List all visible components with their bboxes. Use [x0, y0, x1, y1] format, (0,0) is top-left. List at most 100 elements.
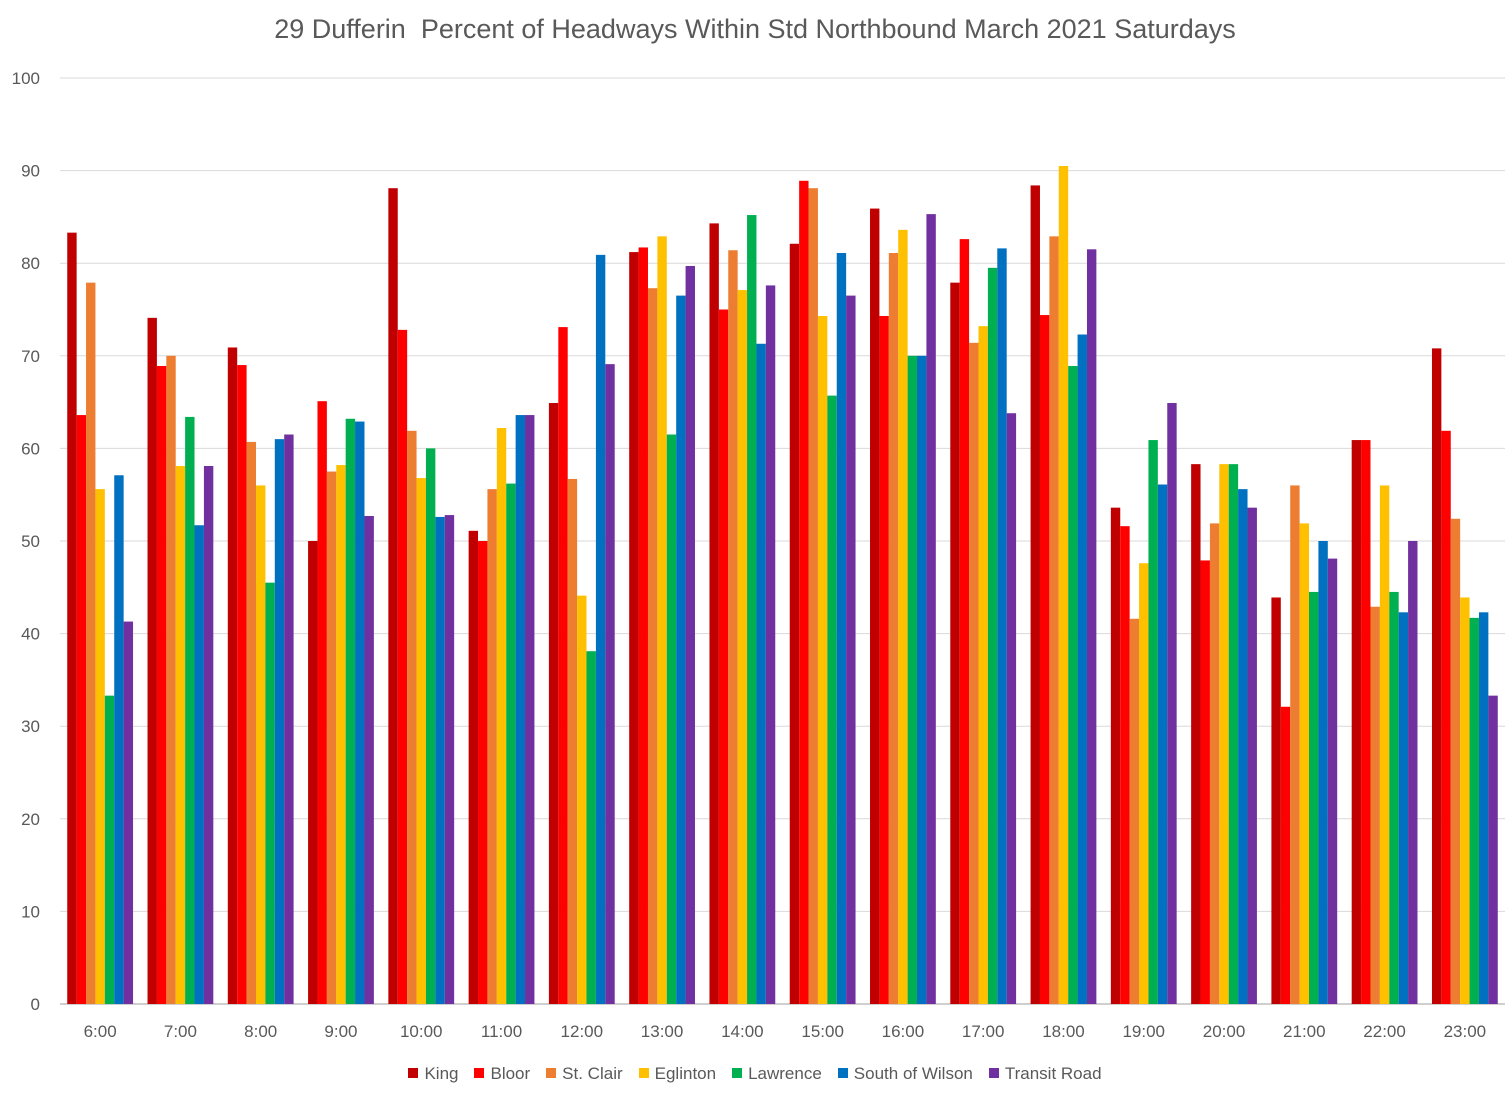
legend-item: South of Wilson — [837, 1064, 973, 1084]
bar-king-1100 — [468, 530, 479, 1004]
legend-swatch — [408, 1068, 419, 1078]
x-tick-label: 15:00 — [801, 1022, 844, 1041]
bar-eglinton-900 — [336, 465, 346, 1004]
x-tick-label: 22:00 — [1363, 1022, 1406, 1041]
bar-south-of-wilson-1200 — [595, 254, 606, 1005]
bar-st-clair-2100 — [1290, 485, 1300, 1004]
legend-swatch — [837, 1068, 848, 1078]
x-tick-label: 13:00 — [641, 1022, 684, 1041]
legend-label: Transit Road — [1004, 1064, 1102, 1083]
bar-transit-road-1600 — [926, 214, 936, 1004]
bar-lawrence-700 — [185, 416, 195, 1004]
x-tick-label: 7:00 — [164, 1022, 197, 1041]
y-tick-label: 10 — [21, 902, 40, 921]
bar-st-clair-1900 — [1129, 618, 1140, 1004]
bar-king-1700 — [950, 282, 960, 1004]
bar-king-2000 — [1191, 464, 1201, 1005]
bar-st-clair-1700 — [969, 342, 979, 1004]
bar-bloor-600 — [76, 415, 87, 1005]
bar-bloor-2200 — [1361, 440, 1371, 1004]
bar-lawrence-1200 — [586, 651, 596, 1004]
bar-south-of-wilson-1000 — [435, 516, 445, 1004]
bar-eglinton-1800 — [1058, 165, 1069, 1005]
bar-south-of-wilson-800 — [274, 439, 285, 1004]
gridlines — [60, 77, 1505, 1005]
bar-king-1800 — [1030, 185, 1040, 1004]
bar-st-clair-1100 — [487, 489, 497, 1004]
bar-lawrence-600 — [104, 695, 115, 1004]
bar-bloor-1800 — [1039, 315, 1050, 1004]
legend-item: Transit Road — [988, 1064, 1102, 1084]
bar-lawrence-1300 — [666, 434, 677, 1004]
y-axis-ticks: 0 10 20 30 40 50 60 70 80 90 100 — [12, 69, 40, 1014]
bar-bloor-2300 — [1441, 430, 1451, 1004]
bar-king-2200 — [1351, 440, 1362, 1004]
bar-transit-road-2300 — [1488, 695, 1498, 1004]
chart-title: 29 Dufferin Percent of Headways Within S… — [274, 14, 1236, 44]
bar-transit-road-600 — [123, 621, 134, 1004]
x-tick-label: 6:00 — [84, 1022, 117, 1041]
bar-king-1400 — [709, 223, 719, 1004]
bar-lawrence-1700 — [987, 267, 998, 1005]
bar-lawrence-900 — [345, 418, 356, 1004]
x-tick-label: 23:00 — [1444, 1022, 1487, 1041]
bar-bloor-1000 — [397, 329, 408, 1004]
x-tick-label: 16:00 — [882, 1022, 925, 1041]
bar-bloor-1700 — [959, 239, 970, 1004]
legend-item: St. Clair — [546, 1064, 623, 1084]
x-tick-label: 21:00 — [1283, 1022, 1326, 1041]
legend-swatch — [988, 1068, 999, 1078]
bar-st-clair-1500 — [808, 188, 818, 1005]
legend-swatch — [732, 1068, 743, 1078]
legend-swatch — [474, 1068, 485, 1078]
bar-south-of-wilson-1700 — [997, 248, 1007, 1004]
x-tick-label: 12:00 — [561, 1022, 604, 1041]
legend-item: Eglinton — [638, 1064, 717, 1084]
bar-lawrence-2200 — [1389, 591, 1399, 1004]
bar-lawrence-1600 — [907, 355, 918, 1004]
bar-king-1000 — [388, 188, 398, 1005]
bar-transit-road-1900 — [1167, 403, 1177, 1004]
bar-king-2300 — [1431, 348, 1442, 1005]
y-tick-label: 90 — [21, 162, 40, 181]
bar-transit-road-1700 — [1006, 413, 1017, 1004]
bar-lawrence-2100 — [1309, 591, 1319, 1004]
bar-bloor-800 — [237, 365, 247, 1004]
bar-st-clair-1800 — [1049, 236, 1059, 1004]
bar-lawrence-1400 — [747, 215, 757, 1005]
bars — [67, 165, 1498, 1005]
bar-south-of-wilson-1300 — [676, 295, 686, 1004]
bar-bloor-1500 — [799, 180, 809, 1004]
bar-south-of-wilson-900 — [355, 421, 365, 1004]
bar-lawrence-1100 — [506, 483, 516, 1004]
x-tick-label: 17:00 — [962, 1022, 1005, 1041]
legend-label: Lawrence — [748, 1064, 822, 1083]
bar-king-800 — [227, 347, 238, 1004]
bar-st-clair-2300 — [1450, 518, 1461, 1004]
bar-st-clair-1600 — [888, 253, 899, 1004]
bar-south-of-wilson-2300 — [1478, 612, 1489, 1004]
bar-eglinton-700 — [175, 465, 186, 1004]
bar-lawrence-1500 — [827, 395, 837, 1004]
bar-south-of-wilson-1900 — [1157, 484, 1168, 1004]
bar-king-900 — [308, 541, 318, 1004]
bar-eglinton-1400 — [737, 290, 748, 1005]
bar-transit-road-2100 — [1327, 558, 1338, 1004]
bar-lawrence-800 — [265, 582, 275, 1004]
bar-lawrence-1900 — [1148, 440, 1158, 1004]
bar-lawrence-1000 — [425, 448, 436, 1004]
y-tick-label: 60 — [21, 439, 40, 458]
bar-bloor-1300 — [638, 247, 648, 1004]
bar-transit-road-800 — [284, 434, 294, 1004]
bar-south-of-wilson-2000 — [1238, 489, 1248, 1004]
bar-eglinton-1600 — [898, 229, 908, 1004]
legend-label: Eglinton — [654, 1064, 717, 1083]
bar-st-clair-1200 — [567, 478, 578, 1004]
bar-st-clair-1000 — [407, 430, 417, 1004]
bar-king-600 — [67, 232, 77, 1005]
y-tick-label: 80 — [21, 254, 40, 273]
bar-st-clair-600 — [86, 282, 96, 1004]
x-tick-label: 14:00 — [721, 1022, 764, 1041]
legend-label: St. Clair — [562, 1064, 623, 1083]
